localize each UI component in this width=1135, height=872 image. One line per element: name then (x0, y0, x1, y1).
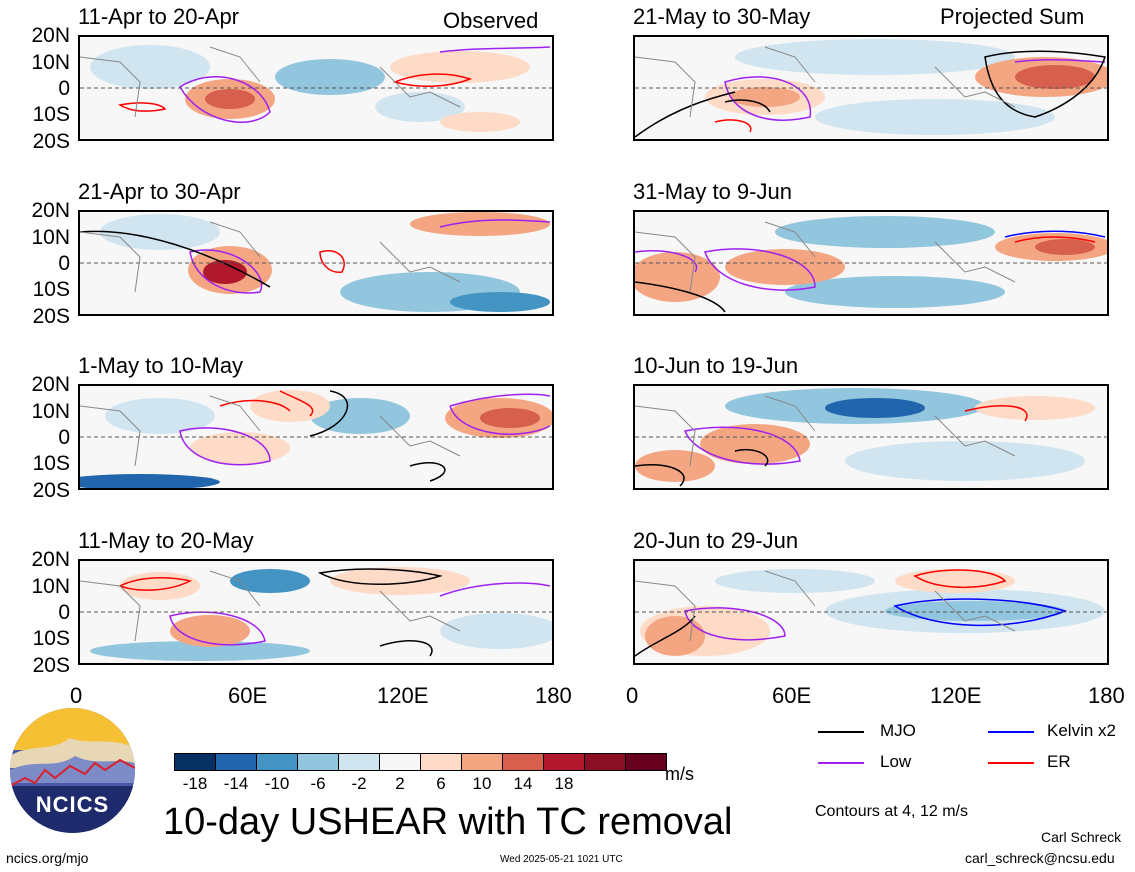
colorbar-swatch (502, 753, 544, 771)
map-panel-4 (78, 559, 554, 665)
map-panel-3 (78, 384, 554, 490)
lon-label: 60E (772, 683, 812, 708)
legend-line-er (988, 762, 1034, 764)
lat-label: 20N (31, 373, 70, 396)
lat-label: 10S (32, 452, 70, 475)
footer-email[interactable]: carl_schreck@ncsu.edu (965, 850, 1115, 866)
lat-label: 0 (58, 77, 70, 100)
lat-label: 20N (31, 24, 70, 47)
legend-line-low (818, 762, 864, 764)
panel-title-6: 31-May to 9-Jun (633, 179, 792, 204)
colorbar-swatch (297, 753, 339, 771)
colorbar-label: 2 (395, 774, 405, 793)
colorbar-label: -14 (223, 774, 249, 793)
logo-text: NCICS (35, 792, 110, 817)
map-panel-7 (633, 384, 1109, 490)
lat-label: 10N (31, 575, 70, 598)
legend-label-low: Low (880, 752, 912, 771)
colorbar-swatch (625, 753, 667, 771)
colorbar-units: m/s (665, 764, 694, 784)
panel-title-8: 20-Jun to 29-Jun (633, 528, 799, 553)
lat-label: 0 (58, 252, 70, 275)
lon-label: 180 (1088, 683, 1125, 708)
colorbar-label: 10 (472, 774, 492, 793)
panel-title-4: 11-May to 20-May (78, 528, 254, 553)
lat-label: 0 (58, 601, 70, 624)
lon-label: 120E (930, 683, 982, 708)
lat-label: 20S (32, 130, 70, 153)
figure-title: 10-day USHEAR with TC removal (163, 801, 733, 843)
panel-tag-projected: Projected Sum (940, 4, 1085, 29)
footer-timestamp: Wed 2025-05-21 1021 UTC (500, 854, 623, 865)
map-panel-8 (633, 559, 1109, 665)
colorbar-label: -6 (310, 774, 326, 793)
map-panel-1 (78, 35, 554, 141)
footer-author: Carl Schreck (1041, 829, 1122, 845)
legend-line-kelvin (988, 731, 1034, 733)
panel-title-3: 1-May to 10-May (78, 353, 244, 378)
colorbar-swatch (338, 753, 380, 771)
ncics-logo: NCICS (10, 708, 135, 833)
colorbar-swatch (215, 753, 257, 771)
colorbar-swatch (543, 753, 585, 771)
panel-title-1: 11-Apr to 20-Apr (78, 4, 240, 29)
colorbar-swatch (420, 753, 462, 771)
panel-tag-observed: Observed (443, 8, 539, 33)
lat-label: 10S (32, 627, 70, 650)
colorbar-label: -2 (351, 774, 367, 793)
lon-label: 180 (535, 683, 572, 708)
lat-label: 10N (31, 226, 70, 249)
colorbar-swatch (256, 753, 298, 771)
panel-title-2: 21-Apr to 30-Apr (78, 179, 241, 204)
legend-label-mjo: MJO (880, 721, 916, 740)
map-panel-6 (633, 210, 1109, 316)
colorbar-label: 14 (513, 774, 533, 793)
lat-label: 20N (31, 199, 70, 222)
legend-label-kelvin: Kelvin x2 (1047, 721, 1116, 740)
legend-label-er: ER (1047, 752, 1071, 771)
lat-label: 10N (31, 51, 70, 74)
lon-label: 0 (626, 683, 639, 708)
footer-url[interactable]: ncics.org/mjo (6, 850, 89, 866)
legend-line-mjo (818, 731, 864, 733)
colorbar-swatch (584, 753, 626, 771)
map-panel-2 (78, 210, 554, 316)
lat-label: 20S (32, 654, 70, 677)
map-panel-5 (633, 35, 1109, 141)
colorbar-swatch (174, 753, 216, 771)
contours-note: Contours at 4, 12 m/s (815, 803, 968, 820)
panel-title-7: 10-Jun to 19-Jun (633, 353, 799, 378)
lat-label: 10N (31, 400, 70, 423)
lat-label: 0 (58, 426, 70, 449)
lat-label: 10S (32, 103, 70, 126)
lon-label: 0 (70, 683, 83, 708)
colorbar-label: 18 (554, 774, 574, 793)
lon-label: 120E (377, 683, 429, 708)
lon-label: 60E (228, 683, 268, 708)
panel-title-5: 21-May to 30-May (633, 4, 811, 29)
colorbar-label: -10 (264, 774, 290, 793)
colorbar-swatch (461, 753, 503, 771)
lat-label: 10S (32, 278, 70, 301)
lat-label: 20N (31, 548, 70, 571)
colorbar-label: 6 (436, 774, 446, 793)
lat-label: 20S (32, 479, 70, 502)
colorbar-swatch (379, 753, 421, 771)
lat-label: 20S (32, 305, 70, 328)
colorbar-label: -18 (182, 774, 208, 793)
